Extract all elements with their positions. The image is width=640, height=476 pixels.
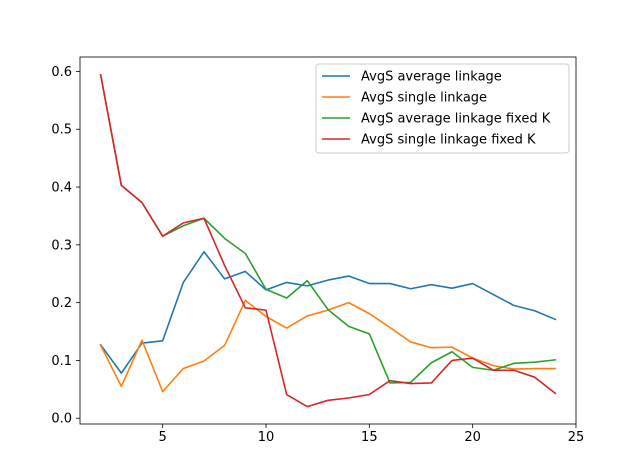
series-line-4 [99, 73, 557, 408]
x-tick-label: 20 [464, 430, 481, 445]
legend-label-4: AvgS single linkage fixed K [361, 133, 536, 148]
plot-area [99, 73, 557, 408]
legend-label-3: AvgS average linkage fixed K [361, 112, 551, 127]
legend-label-1: AvgS average linkage [361, 70, 502, 85]
y-tick-label: 0.6 [51, 65, 72, 80]
y-tick-label: 0.4 [51, 181, 72, 196]
legend: AvgS average linkage AvgS single linkage A… [315, 63, 570, 154]
y-tick-label: 0.1 [51, 354, 72, 369]
y-tick-label: 0.2 [51, 296, 72, 311]
legend-box [315, 63, 570, 154]
series-line-1 [99, 250, 557, 374]
series-line-3 [99, 73, 557, 384]
axis-ticks: 5 10 15 20 25 0.0 0.1 0.2 0.3 0.4 0.5 0.6 [51, 65, 584, 445]
legend-label-2: AvgS single linkage [361, 91, 487, 106]
x-tick-label: 10 [258, 430, 275, 445]
y-tick-label: 0.0 [51, 412, 72, 427]
y-tick-label: 0.5 [51, 123, 72, 138]
x-tick-label: 15 [361, 430, 378, 445]
y-tick-label: 0.3 [51, 238, 72, 253]
axes-frame [79, 56, 577, 425]
x-tick-label: 5 [159, 430, 167, 445]
x-tick-label: 25 [568, 430, 585, 445]
